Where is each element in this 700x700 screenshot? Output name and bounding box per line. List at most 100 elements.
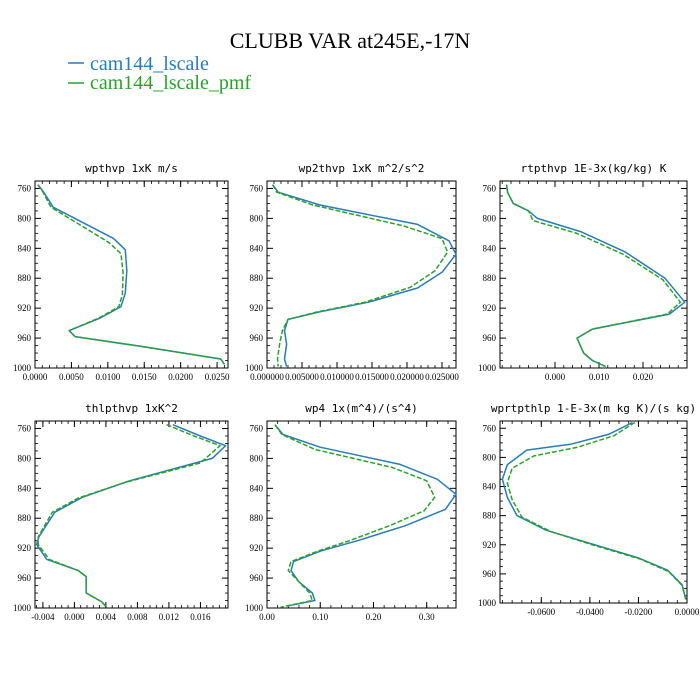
x-tick-label: 0.0000 <box>675 607 700 617</box>
series-line-lscale <box>35 424 227 607</box>
x-tick-label: 0.000 <box>545 372 566 382</box>
y-tick-label: 800 <box>483 213 497 223</box>
x-tick-label: -0.0600 <box>527 607 555 617</box>
y-tick-label: 880 <box>18 513 32 523</box>
series-line-lscale-pmf <box>505 184 682 368</box>
series-line-lscale <box>37 184 226 365</box>
series-line-lscale-pmf <box>274 424 436 609</box>
legend: cam144_lscale cam144_lscale_pmf <box>68 53 251 94</box>
x-tick-label: -0.004 <box>31 612 55 622</box>
y-tick-label: 1000 <box>478 363 497 373</box>
x-tick-label: 0.0050 <box>59 372 84 382</box>
x-tick-label: 0.000000 <box>250 372 284 382</box>
y-tick-label: 1000 <box>478 598 497 608</box>
panels: wpthvp 1xK m/s76080084088092096010000.00… <box>13 162 700 622</box>
plot-frame <box>499 420 688 604</box>
y-tick-label: 960 <box>18 573 32 583</box>
panel-title: thlpthvp 1xK^2 <box>85 402 178 415</box>
y-tick-label: 960 <box>250 333 264 343</box>
y-tick-label: 880 <box>250 273 264 283</box>
x-tick-label: 0.020000 <box>390 372 424 382</box>
x-tick-label: 0.025000 <box>425 372 459 382</box>
y-tick-label: 960 <box>483 569 497 579</box>
series-line-lscale <box>505 184 686 368</box>
y-tick-label: 800 <box>18 213 32 223</box>
series-line-lscale-pmf <box>37 424 221 607</box>
y-tick-label: 1000 <box>245 363 264 373</box>
plot-frame <box>499 180 688 369</box>
y-tick-label: 800 <box>18 453 32 463</box>
y-tick-label: 760 <box>18 183 32 193</box>
plot-frame <box>34 180 229 369</box>
x-tick-label: 0.0200 <box>168 372 193 382</box>
y-tick-label: 1000 <box>245 603 264 613</box>
y-tick-label: 1000 <box>13 363 32 373</box>
y-tick-label: 840 <box>18 243 32 253</box>
y-tick-label: 920 <box>483 303 497 313</box>
panel-title: rtpthvp 1E-3x(kg/kg) K <box>521 162 667 175</box>
y-tick-label: 920 <box>250 303 264 313</box>
x-tick-label: 0.00 <box>259 612 275 622</box>
x-tick-label: 0.010 <box>589 372 610 382</box>
plot-frame <box>34 420 229 609</box>
y-tick-label: 840 <box>18 483 32 493</box>
panel-6: wprtpthlp 1-E-3x(m kg K)/(s kg) 760 800 840… <box>478 402 700 617</box>
series-line-lscale <box>274 424 457 607</box>
legend-item-lscale: cam144_lscale <box>68 53 209 75</box>
panel-1: wpthvp 1xK m/s76080084088092096010000.00… <box>13 162 230 382</box>
y-tick-label: 840 <box>483 243 497 253</box>
series-line-lscale-pmf <box>37 184 226 365</box>
series-line-lscale-pmf <box>506 421 687 600</box>
y-tick-label: 880 <box>483 273 497 283</box>
y-tick-label: 760 <box>483 183 497 193</box>
panel-4: thlpthvp 1xK^2 760 800 840 880 920 960 1000-0.0… <box>13 402 229 622</box>
panel-2: wp2thvp 1xK m^2/s^2 760 800 840 880 920 960 100… <box>245 162 459 382</box>
x-tick-label: 0.010000 <box>320 372 354 382</box>
series-line-lscale-pmf <box>271 184 449 367</box>
series-line-lscale <box>501 421 687 600</box>
y-tick-label: 760 <box>250 183 264 193</box>
y-tick-label: 920 <box>18 543 32 553</box>
x-tick-label: 0.0000 <box>23 372 48 382</box>
x-tick-label: 0.0250 <box>205 372 230 382</box>
legend-label-lscale: cam144_lscale <box>90 53 209 75</box>
x-tick-label: -0.0400 <box>576 607 604 617</box>
y-tick-label: 920 <box>250 543 264 553</box>
panel-title: wprtpthlp 1-E-3x(m kg K)/(s kg) <box>491 402 696 415</box>
y-tick-label: 920 <box>18 303 32 313</box>
y-tick-label: 880 <box>483 511 497 521</box>
y-tick-label: 840 <box>250 243 264 253</box>
y-tick-label: 1000 <box>13 603 32 613</box>
panel-3: rtpthvp 1E-3x(kg/kg) K 760 800 840 880 920 960… <box>478 162 688 382</box>
x-tick-label: 0.004 <box>96 612 117 622</box>
legend-item-lscale-pmf: cam144_lscale_pmf <box>68 72 251 94</box>
x-tick-label: 0.015000 <box>355 372 389 382</box>
plot-frame <box>266 180 457 369</box>
x-tick-label: 0.30 <box>419 612 435 622</box>
x-tick-label: 0.0100 <box>95 372 120 382</box>
y-tick-label: 760 <box>250 423 264 433</box>
x-tick-label: 0.020 <box>633 372 654 382</box>
legend-label-lscale-pmf: cam144_lscale_pmf <box>90 72 251 94</box>
plot-frame <box>266 420 457 609</box>
panel-5: wp4 1x(m^4)/(s^4)76080084088092096010000… <box>245 402 457 622</box>
y-tick-label: 800 <box>250 453 264 463</box>
y-tick-label: 800 <box>250 213 264 223</box>
y-tick-label: 960 <box>483 333 497 343</box>
y-tick-label: 800 <box>483 452 497 462</box>
x-tick-label: 0.000 <box>64 612 85 622</box>
x-tick-label: 0.10 <box>312 612 328 622</box>
x-tick-label: 0.016 <box>190 612 211 622</box>
y-tick-label: 840 <box>483 482 497 492</box>
panel-title: wp4 1x(m^4)/(s^4) <box>305 402 418 415</box>
y-tick-label: 880 <box>250 513 264 523</box>
x-tick-label: 0.20 <box>366 612 382 622</box>
x-tick-label: 0.005000 <box>285 372 319 382</box>
y-tick-label: 760 <box>18 423 32 433</box>
panel-title: wpthvp 1xK m/s <box>85 162 178 175</box>
series-line-lscale <box>271 184 457 367</box>
y-tick-label: 960 <box>250 573 264 583</box>
y-tick-label: 840 <box>250 483 264 493</box>
x-tick-label: -0.0200 <box>625 607 653 617</box>
